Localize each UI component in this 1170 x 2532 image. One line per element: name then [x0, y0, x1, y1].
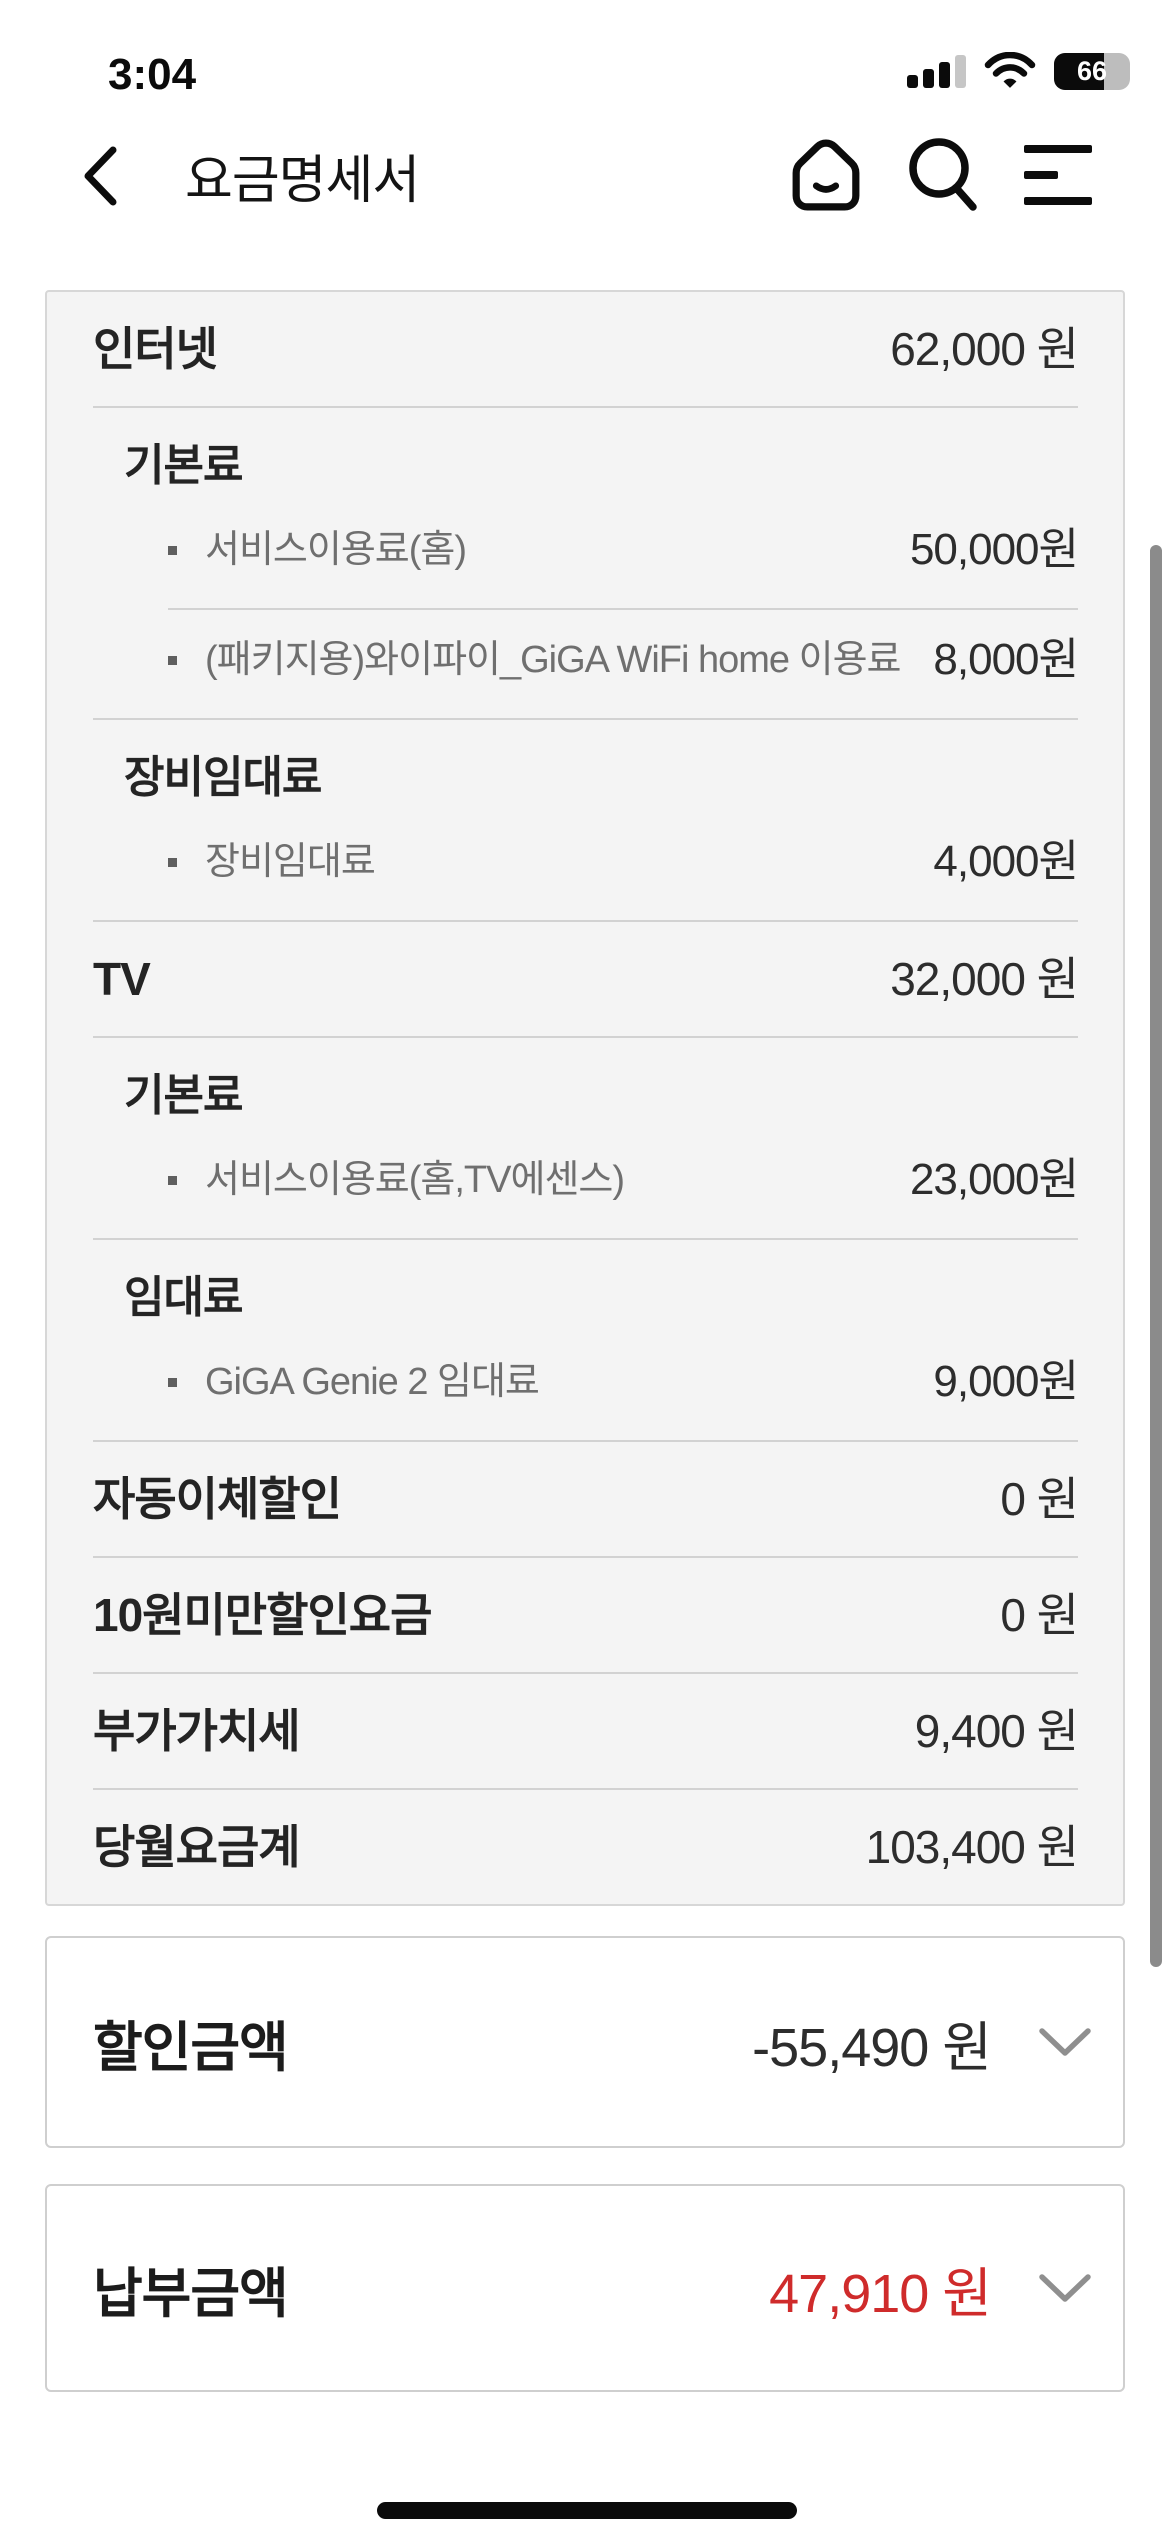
bill-subrow-label: GiGA Genie 2 임대료 [205, 1361, 539, 1403]
bill-section-label: 임대료 [124, 1273, 243, 1322]
bill-section-basic-fee-tv: 기본료 [93, 1038, 1078, 1130]
divider [93, 718, 1078, 720]
bullet-icon [168, 1175, 177, 1185]
bill-row-value: 0 원 [1000, 1473, 1079, 1525]
bullet-icon [168, 857, 177, 867]
bill-subrow-value: 23,000원 [909, 1155, 1079, 1204]
bill-row-value: 32,000 원 [890, 953, 1079, 1005]
bill-section-label: 기본료 [124, 1071, 243, 1120]
payment-value: 47,910 원 [769, 2263, 992, 2324]
wifi-icon [984, 52, 1036, 88]
nav-actions [790, 110, 1094, 240]
bill-row-label: 10원미만할인요금 [93, 1589, 432, 1641]
home-button[interactable] [790, 135, 862, 215]
divider [93, 1238, 1078, 1240]
bill-section-rental-fee: 임대료 [93, 1240, 1078, 1332]
chevron-down-icon[interactable] [1037, 2026, 1093, 2058]
divider [93, 920, 1078, 922]
bill-subrow-value: 9,000원 [933, 1357, 1079, 1406]
back-button[interactable] [72, 142, 128, 210]
bullet-icon [168, 655, 177, 665]
discount-value: -55,490 원 [752, 2017, 992, 2078]
menu-button[interactable] [1022, 135, 1094, 215]
cellular-signal-icon [907, 54, 966, 88]
bill-row-value: 62,000 원 [890, 323, 1079, 375]
search-icon [909, 138, 977, 211]
divider [93, 1440, 1078, 1442]
bill-row-label: 당월요금계 [93, 1821, 301, 1873]
status-icons: 66 [907, 52, 1130, 90]
bill-row-internet: 인터넷 62,000 원 [93, 292, 1079, 406]
bill-row-label: 부가가치세 [93, 1705, 301, 1757]
bill-row-vat: 부가가치세 9,400 원 [93, 1674, 1079, 1788]
menu-icon [1024, 145, 1092, 205]
bullet-icon [168, 545, 177, 555]
bill-section-equipment-rental: 장비임대료 [93, 720, 1078, 812]
bill-row-label: 자동이체할인 [93, 1473, 342, 1525]
bill-subrow: 장비임대료 4,000원 [93, 812, 1079, 920]
divider [168, 608, 1078, 610]
bill-row-autopay-discount: 자동이체할인 0 원 [93, 1442, 1079, 1556]
search-button[interactable] [906, 135, 978, 215]
payment-amount-card[interactable]: 납부금액 47,910 원 [45, 2184, 1125, 2392]
bill-subrow-label: 서비스이용료(홈) [205, 529, 467, 571]
bill-detail-card: 인터넷 62,000 원 기본료 서비스이용료(홈) 50,000원 (패키지용… [45, 290, 1125, 1906]
bill-row-label: 인터넷 [93, 323, 218, 375]
bill-row-under10won-discount: 10원미만할인요금 0 원 [93, 1558, 1079, 1672]
divider [93, 406, 1078, 408]
divider [93, 1788, 1078, 1790]
divider [93, 1672, 1078, 1674]
home-icon [792, 139, 860, 211]
bill-row-monthly-total: 당월요금계 103,400 원 [93, 1790, 1079, 1904]
bill-subrow: 서비스이용료(홈) 50,000원 [93, 500, 1079, 608]
bill-row-value: 0 원 [1000, 1589, 1079, 1641]
status-bar: 3:04 66 [0, 0, 1170, 110]
bill-subrow-label: 서비스이용료(홈,TV에센스) [205, 1159, 625, 1201]
bill-subrow: GiGA Genie 2 임대료 9,000원 [93, 1332, 1079, 1440]
nav-header: 요금명세서 [0, 110, 1170, 240]
bill-row-tv: TV 32,000 원 [93, 922, 1079, 1036]
battery-icon: 66 [1054, 52, 1130, 90]
scrollbar-thumb[interactable] [1150, 545, 1162, 1967]
home-indicator[interactable] [377, 2502, 797, 2519]
bullet-icon [168, 1377, 177, 1387]
bill-subrow-value: 4,000원 [933, 837, 1079, 886]
bill-subrow: (패키지용)와이파이_GiGA WiFi home 이용료 8,000원 [93, 610, 1079, 718]
chevron-left-icon [84, 146, 117, 206]
bill-subrow-value: 8,000원 [933, 635, 1079, 684]
bill-subrow-label: 장비임대료 [205, 841, 375, 883]
bill-section-basic-fee: 기본료 [93, 408, 1078, 500]
bill-subrow-label: (패키지용)와이파이_GiGA WiFi home 이용료 [205, 639, 901, 681]
chevron-down-icon[interactable] [1037, 2272, 1093, 2304]
battery-fill [1054, 52, 1105, 90]
bill-row-value: 9,400 원 [914, 1705, 1079, 1757]
bill-section-label: 장비임대료 [124, 753, 322, 802]
bill-subrow-value: 50,000원 [909, 525, 1079, 574]
bill-row-value: 103,400 원 [865, 1821, 1079, 1873]
bill-section-label: 기본료 [124, 441, 243, 490]
discount-label: 할인금액 [93, 2017, 289, 2078]
divider [93, 1036, 1078, 1038]
bill-subrow: 서비스이용료(홈,TV에센스) 23,000원 [93, 1130, 1079, 1238]
page-title: 요금명세서 [185, 151, 420, 210]
discount-amount-card[interactable]: 할인금액 -55,490 원 [45, 1936, 1125, 2148]
bill-row-label: TV [93, 953, 151, 1005]
battery-percent: 66 [1076, 55, 1108, 86]
divider [93, 1556, 1078, 1558]
payment-label: 납부금액 [93, 2263, 289, 2324]
clock: 3:04 [108, 50, 197, 99]
